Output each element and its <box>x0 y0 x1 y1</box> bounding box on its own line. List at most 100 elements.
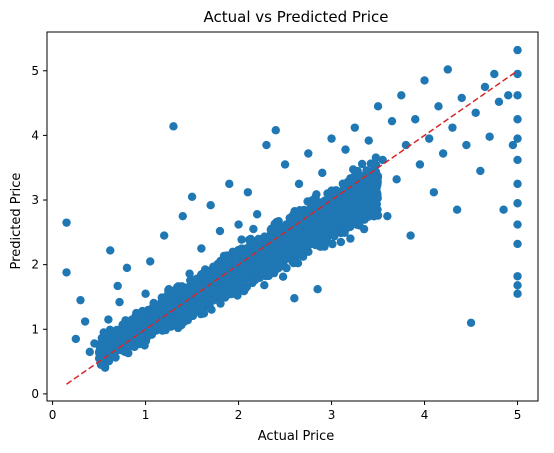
data-point <box>513 155 522 165</box>
data-point <box>132 308 141 318</box>
data-point <box>292 234 301 244</box>
data-point <box>494 97 504 106</box>
data-point <box>206 200 215 210</box>
data-points <box>62 45 522 372</box>
y-tick-label: 3 <box>31 193 39 207</box>
data-point <box>155 302 164 311</box>
data-point <box>420 76 429 85</box>
data-point <box>115 297 124 307</box>
data-point <box>225 179 234 189</box>
data-point <box>243 188 253 197</box>
data-point <box>90 339 99 348</box>
data-point <box>146 257 155 266</box>
data-point <box>341 145 350 154</box>
data-point <box>411 115 420 124</box>
data-point <box>195 289 204 299</box>
data-point <box>349 165 358 174</box>
data-point <box>282 263 291 273</box>
x-tick-label: 3 <box>328 408 336 422</box>
x-axis-label: Actual Price <box>258 429 335 444</box>
data-point <box>141 289 150 298</box>
data-point <box>378 155 387 165</box>
data-point <box>513 220 522 229</box>
data-point <box>438 149 448 158</box>
data-point <box>104 315 113 324</box>
data-point <box>357 159 367 169</box>
data-point <box>355 173 364 182</box>
data-point <box>301 209 310 218</box>
data-point <box>305 240 315 249</box>
data-point <box>237 235 246 244</box>
data-point <box>96 360 106 369</box>
data-point <box>180 317 189 326</box>
data-point <box>178 211 187 221</box>
y-axis-label: Predicted Price <box>9 173 24 270</box>
data-point <box>219 260 229 269</box>
data-point <box>345 203 355 212</box>
data-point <box>99 328 108 337</box>
data-point <box>234 220 243 229</box>
data-point <box>332 217 341 226</box>
data-point <box>264 271 273 281</box>
data-point <box>118 343 127 352</box>
data-point <box>424 134 434 143</box>
data-point <box>397 91 406 100</box>
data-point <box>513 289 522 298</box>
data-point <box>513 199 522 208</box>
data-point <box>508 140 518 150</box>
data-point <box>102 341 111 351</box>
data-point <box>294 179 304 189</box>
data-point <box>167 304 177 314</box>
data-point <box>415 160 425 169</box>
data-point <box>188 305 198 314</box>
data-point <box>346 174 355 183</box>
data-point <box>327 134 336 143</box>
data-point <box>350 123 360 132</box>
data-point <box>177 283 186 293</box>
outlier-points <box>62 45 522 363</box>
data-point <box>462 140 471 150</box>
data-point <box>364 208 374 217</box>
data-point <box>323 203 332 212</box>
y-tick-label: 4 <box>31 128 39 142</box>
data-point <box>266 233 276 242</box>
data-point <box>466 318 476 328</box>
data-point <box>364 175 373 185</box>
plot-frame <box>46 31 539 402</box>
data-point <box>448 123 457 132</box>
data-point <box>313 224 323 233</box>
data-point <box>290 294 299 303</box>
data-point <box>173 310 182 320</box>
data-point <box>513 272 522 281</box>
data-point <box>185 269 194 278</box>
data-point <box>331 201 340 210</box>
data-point <box>285 213 294 223</box>
data-point <box>180 292 190 302</box>
axes: 0 1 2 3 4 5 0 1 2 3 4 5 <box>31 31 539 422</box>
y-tick-label: 0 <box>31 387 39 401</box>
data-point <box>122 263 132 273</box>
data-point <box>364 136 373 145</box>
data-point <box>169 122 178 131</box>
data-point <box>253 256 262 265</box>
x-tick-label: 0 <box>49 408 57 422</box>
data-point <box>220 283 229 292</box>
data-point <box>476 166 485 176</box>
data-point <box>127 321 136 331</box>
data-point <box>233 291 242 300</box>
data-point <box>278 272 288 281</box>
data-point <box>513 69 522 79</box>
reference-line <box>66 70 518 385</box>
data-point <box>257 270 267 279</box>
data-point <box>159 231 169 240</box>
data-point <box>343 219 353 228</box>
data-point <box>513 45 522 55</box>
data-point <box>490 69 499 79</box>
data-point <box>200 272 209 282</box>
data-point <box>346 234 355 243</box>
data-point <box>249 224 258 234</box>
data-point <box>310 209 320 218</box>
data-point <box>471 108 480 117</box>
data-point <box>229 252 239 262</box>
